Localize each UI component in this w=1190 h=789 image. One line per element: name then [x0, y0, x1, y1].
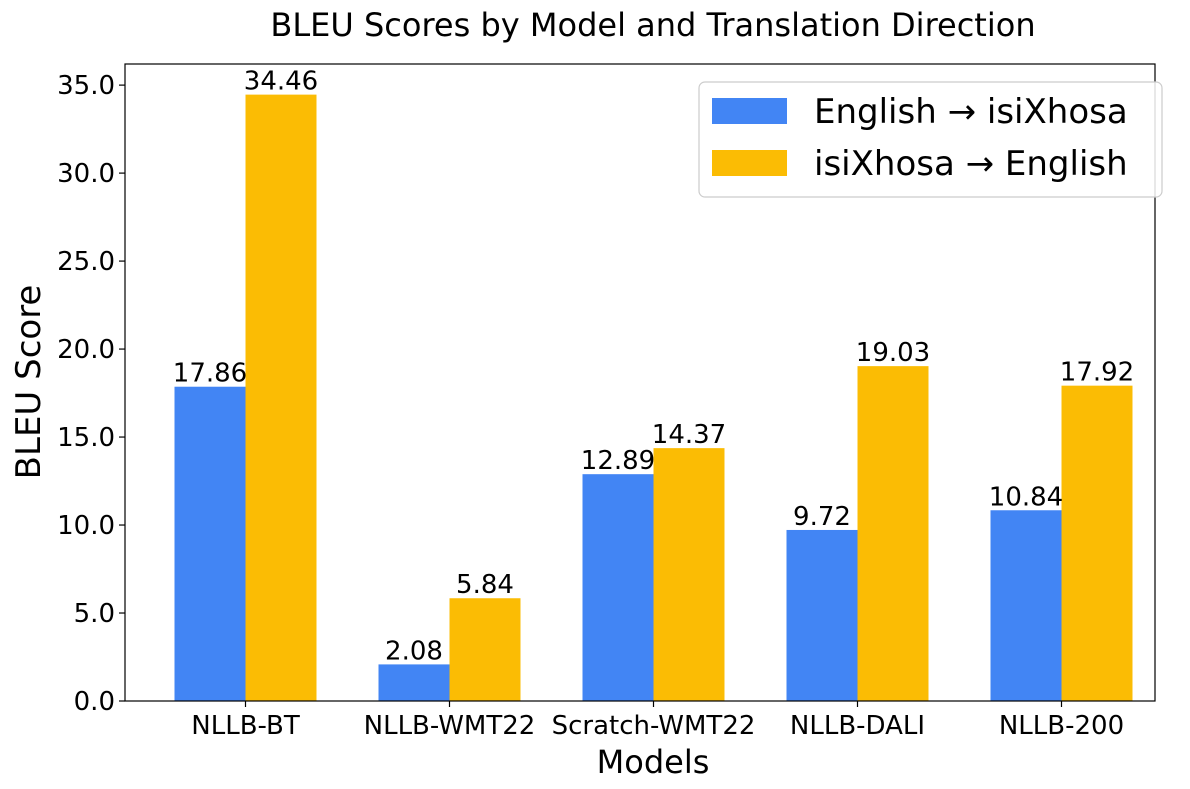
y-tick-label: 35.0	[57, 71, 115, 101]
y-axis-label: BLEU Score	[9, 285, 49, 480]
bar-en-xh-scratch-wmt22	[582, 474, 654, 701]
data-label: 19.03	[856, 338, 930, 368]
bar-xh-en-nllb-dali	[857, 366, 929, 701]
data-label: 12.89	[581, 446, 655, 476]
legend-swatch	[712, 98, 787, 124]
bars-group	[174, 94, 1133, 702]
legend: English → isiXhosa isiXhosa → English	[698, 81, 1163, 198]
chart-title: BLEU Scores by Model and Translation Dir…	[270, 6, 1035, 44]
y-tick-label: 20.0	[57, 335, 115, 365]
x-tick-label: NLLB-BT	[191, 711, 300, 741]
y-tick-label: 30.0	[57, 159, 115, 189]
bar-xh-en-scratch-wmt22	[653, 448, 725, 701]
legend-label: isiXhosa → English	[814, 144, 1128, 184]
y-tick-label: 25.0	[57, 247, 115, 277]
data-label: 2.08	[385, 636, 443, 666]
data-label: 5.84	[456, 570, 514, 600]
bar-en-xh-nllb-200	[990, 510, 1062, 701]
data-label: 9.72	[793, 502, 851, 532]
legend-box	[698, 81, 1163, 198]
plot-frame	[124, 63, 1156, 702]
data-label: 17.92	[1060, 358, 1134, 388]
bar-xh-en-nllb-200	[1061, 385, 1133, 701]
y-tick-label: 10.0	[57, 511, 115, 541]
bar-en-xh-nllb-bt	[174, 386, 246, 701]
x-tick-label: NLLB-200	[999, 711, 1124, 741]
y-axis: 0.0 5.0 10.0 15.0 20.0 25.0 30.0 35.0	[57, 71, 125, 717]
data-label: 14.37	[652, 420, 726, 450]
y-tick-label: 0.0	[74, 687, 115, 717]
bar-en-xh-nllb-wmt22	[378, 664, 450, 701]
data-label: 17.86	[173, 359, 247, 389]
x-axis: NLLB-BT NLLB-WMT22 Scratch-WMT22 NLLB-DALI N…	[191, 701, 1124, 741]
x-axis-label: Models	[597, 743, 710, 781]
x-tick-label: NLLB-DALI	[790, 711, 925, 741]
data-label: 34.46	[244, 67, 318, 97]
bar-xh-en-nllb-bt	[245, 94, 317, 702]
legend-label: English → isiXhosa	[814, 92, 1128, 132]
x-tick-label: Scratch-WMT22	[552, 711, 756, 741]
x-tick-label: NLLB-WMT22	[364, 711, 536, 741]
data-label: 10.84	[989, 482, 1063, 512]
y-tick-label: 5.0	[74, 599, 115, 629]
bar-xh-en-nllb-wmt22	[449, 598, 521, 701]
bar-en-xh-nllb-dali	[786, 529, 858, 701]
legend-swatch	[712, 150, 787, 176]
y-tick-label: 15.0	[57, 423, 115, 453]
